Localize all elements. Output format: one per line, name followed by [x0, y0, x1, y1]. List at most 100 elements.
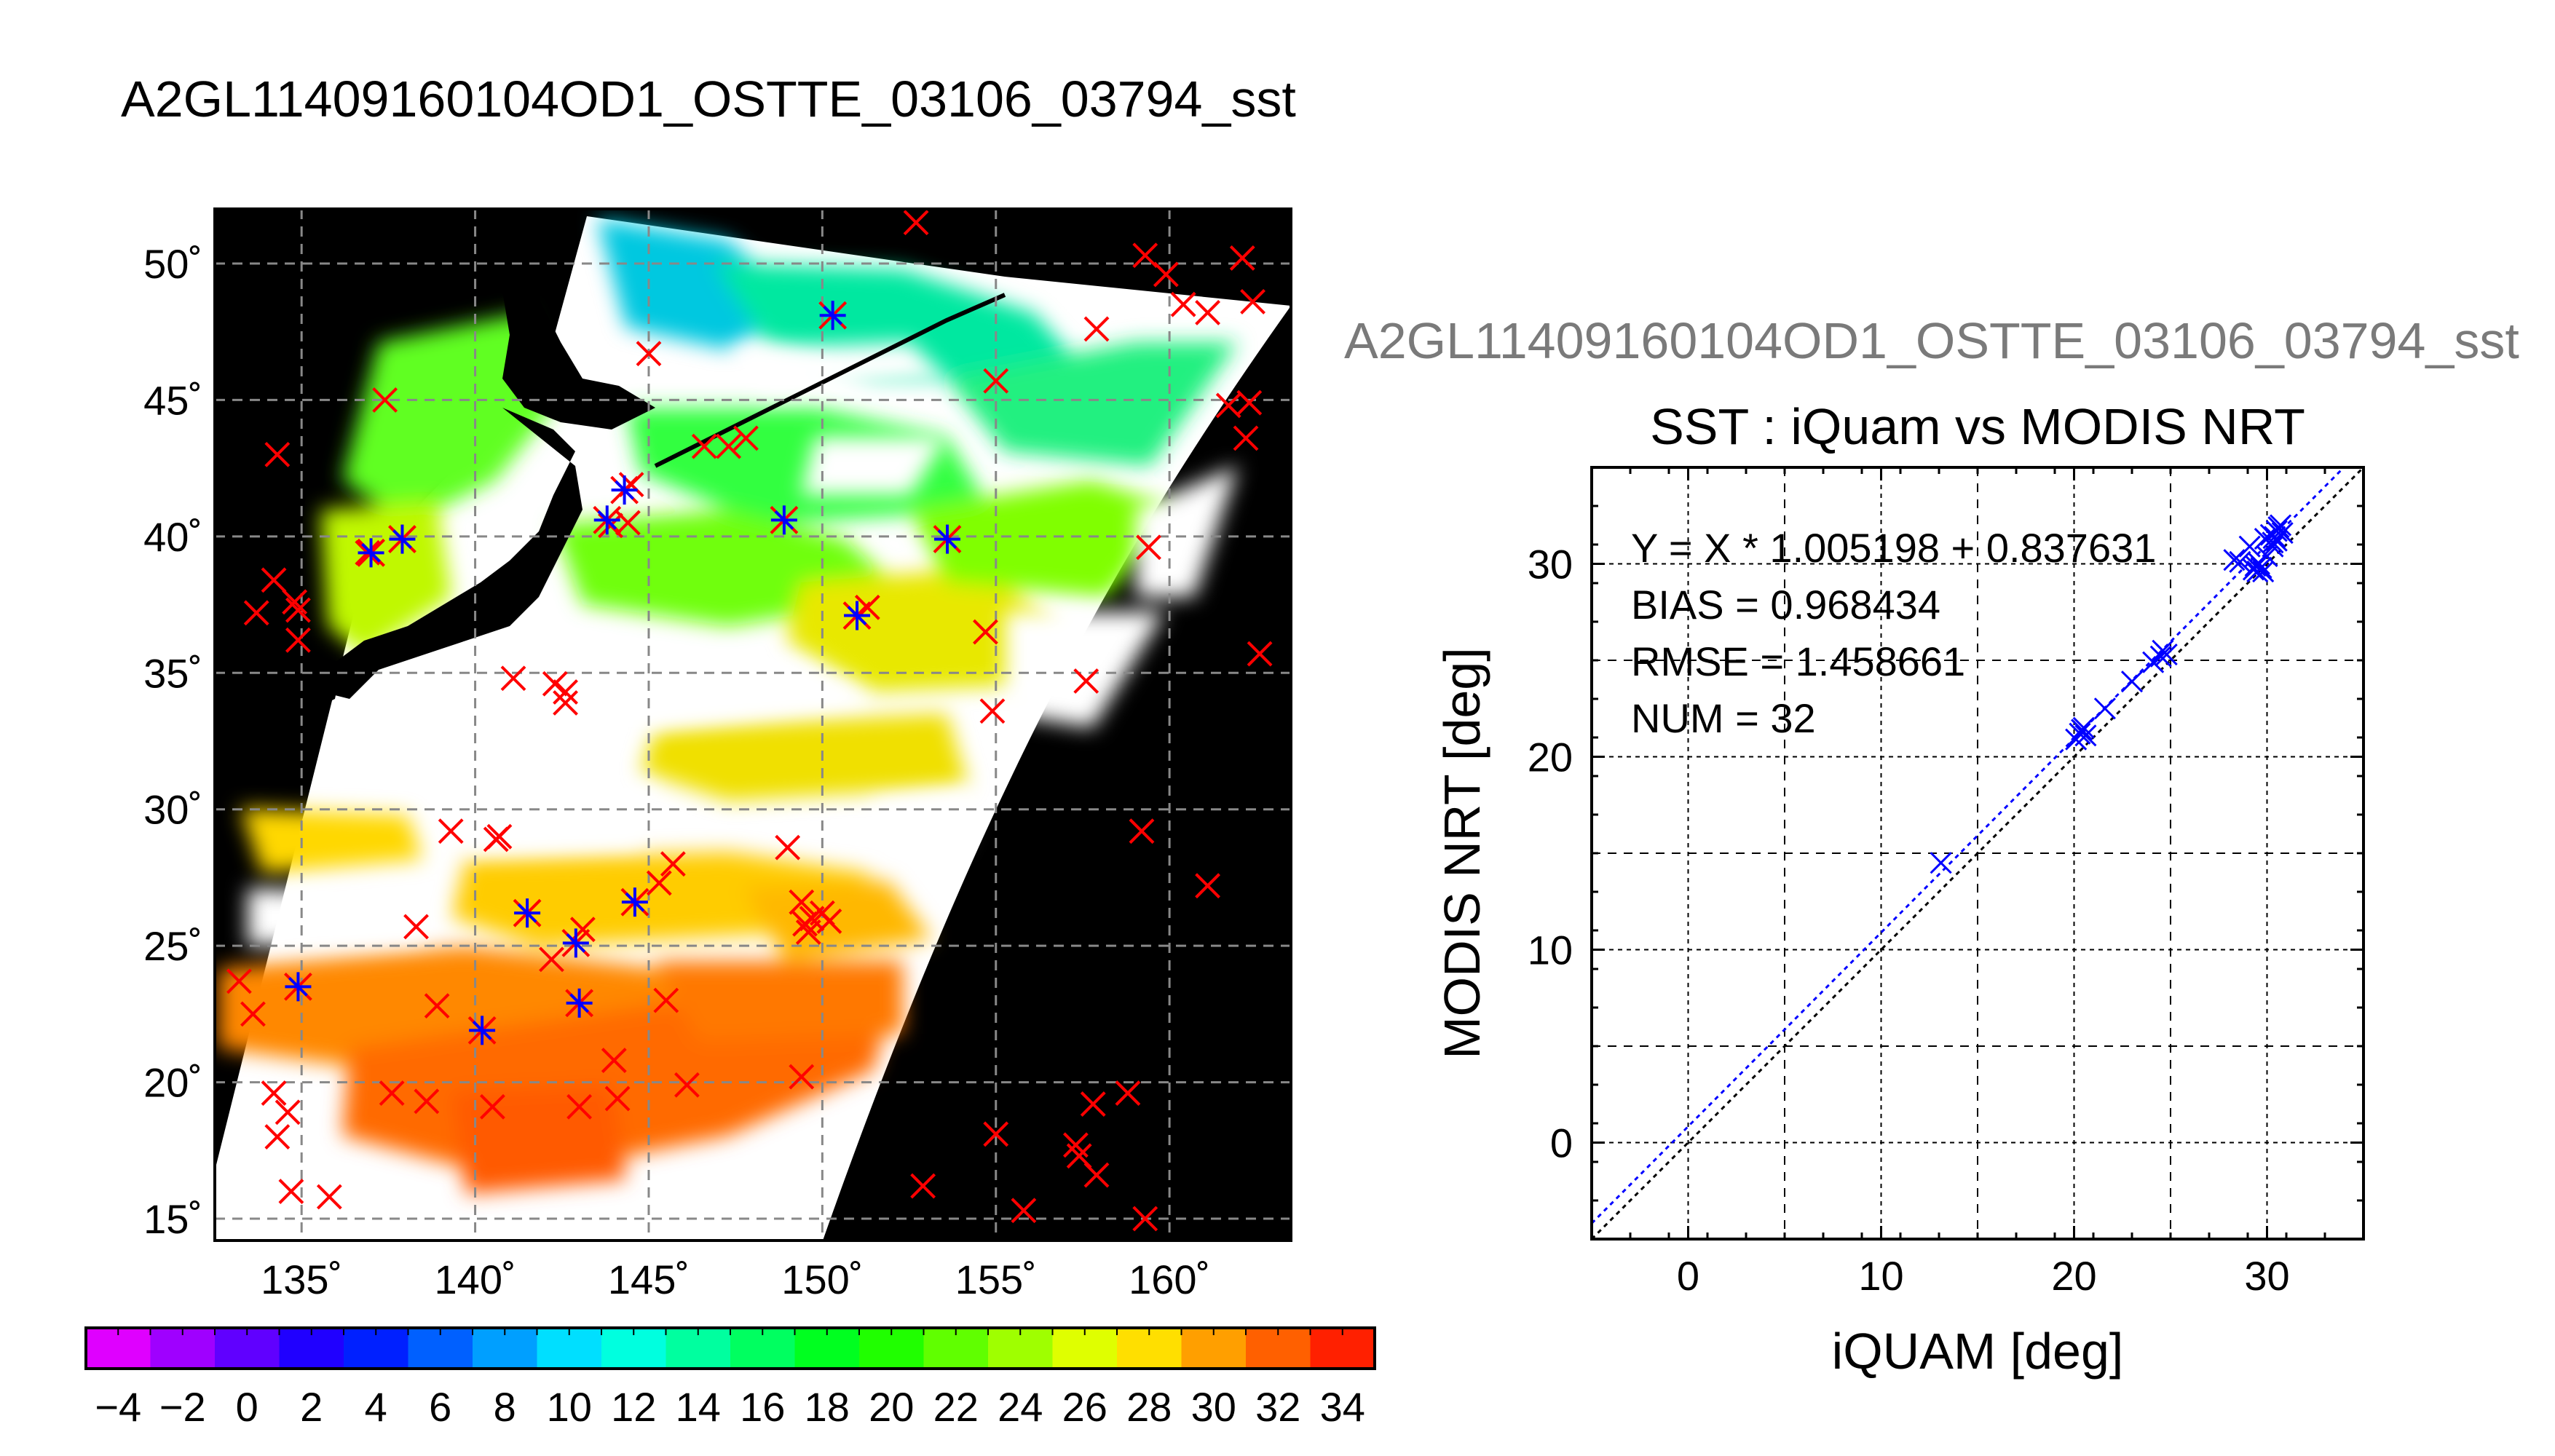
- iquam-marker: [1080, 1091, 1106, 1117]
- match-marker: [620, 887, 649, 917]
- iquam-marker: [1083, 316, 1110, 342]
- iquam-marker: [243, 600, 269, 626]
- sst-patch-pacific-mid: [786, 568, 1056, 692]
- iquam-marker: [1215, 392, 1241, 419]
- iquam-marker: [261, 1080, 287, 1106]
- y-tick-label: 10: [1528, 927, 1573, 973]
- match-marker: [357, 538, 385, 568]
- scatter-point: [2229, 550, 2251, 573]
- stats-annotation: RMSE = 1.458661: [1631, 638, 1965, 684]
- scatter-annotations: Y = X * 1.005198 + 0.837631 BIAS = 0.9684…: [1631, 525, 2156, 741]
- map-grid: [215, 209, 1291, 1241]
- iquam-marker: [424, 993, 450, 1019]
- one-to-one-line: [1592, 467, 2364, 1239]
- iquam-marker: [1240, 289, 1265, 314]
- scatter-point: [2069, 722, 2091, 745]
- iquam-marker: [500, 665, 526, 692]
- colorbar-tick-label: 20: [869, 1384, 914, 1430]
- iquam-marker: [910, 1173, 936, 1199]
- iquam-marker: [278, 1179, 304, 1204]
- cloud-g: [866, 786, 983, 852]
- y-tick-label: 0: [1550, 1120, 1573, 1166]
- iquam-marker: [674, 1072, 700, 1098]
- iquam-marker: [983, 368, 1009, 394]
- iquam-marker: [1247, 641, 1273, 667]
- iquam-marker: [240, 1001, 266, 1027]
- map-lat-tick-label: 50˚: [143, 241, 202, 287]
- colorbar-tick-label: 30: [1191, 1384, 1236, 1430]
- scatter-title: SST : iQuam vs MODIS NRT: [1650, 398, 2305, 455]
- scatter-point: [2074, 724, 2097, 747]
- iquam-marker: [653, 987, 679, 1013]
- sst-patch-south-d: [743, 881, 932, 961]
- map-lon-tick-label: 150˚: [781, 1257, 863, 1302]
- scatter-point: [2256, 545, 2278, 567]
- iquam-marker: [1132, 1206, 1158, 1232]
- iquam-marker: [438, 818, 464, 844]
- cloud-f: [1136, 466, 1238, 597]
- colorbar-frame: [84, 1326, 1376, 1370]
- match-marker: [610, 475, 639, 505]
- iquam-marker: [716, 433, 742, 459]
- map-lon-tick-label: 155˚: [955, 1257, 1037, 1302]
- iquam-marker: [1115, 1080, 1141, 1106]
- colorbar-tick-label: 4: [365, 1384, 387, 1430]
- iquam-marker: [282, 589, 308, 615]
- match-marker: [467, 1016, 497, 1045]
- iquam-marker: [1132, 242, 1158, 269]
- iquam-marker: [275, 1099, 301, 1125]
- iquam-marker: [486, 823, 513, 850]
- iquam-marker: [285, 597, 311, 623]
- colorbar-tick-label: 28: [1126, 1384, 1172, 1430]
- cloud-a: [801, 437, 947, 495]
- map-lon-tick-label: 145˚: [608, 1257, 690, 1302]
- scatter-point: [2093, 697, 2116, 720]
- y-tick-label: 30: [1528, 542, 1573, 587]
- iquam-marker: [1083, 1162, 1110, 1188]
- iquam-marker: [1153, 261, 1179, 288]
- iquam-marker: [403, 914, 429, 940]
- colorbar-tick-label: 18: [805, 1384, 850, 1430]
- colorbar-tick-label: 32: [1255, 1384, 1300, 1430]
- iquam-marker: [691, 433, 717, 459]
- right-title-container: A2GL11409160104OD1_OSTTE_03106_03794_sst: [1344, 312, 2555, 384]
- iquam-marker: [615, 510, 641, 536]
- iquam-marker: [604, 1085, 631, 1112]
- map-lon-tick-label: 140˚: [435, 1257, 516, 1302]
- colorbar-tick-label: 22: [933, 1384, 979, 1430]
- colorbar-tick-label: −4: [95, 1384, 141, 1430]
- scatter-point: [2149, 645, 2172, 668]
- map-lat-tick-label: 15˚: [143, 1196, 202, 1242]
- iquam-marker: [983, 1121, 1009, 1147]
- map-lat-tick-label: 30˚: [143, 787, 202, 833]
- iquam-marker: [979, 698, 1006, 724]
- cloud-e: [728, 342, 947, 393]
- x-tick-label: 10: [1858, 1253, 1903, 1299]
- map-lat-tick-label: 45˚: [143, 377, 202, 423]
- right-title: A2GL11409160104OD1_OSTTE_03106_03794_sst: [1344, 312, 2519, 369]
- land-honshu: [320, 408, 583, 699]
- iquam-marker: [646, 870, 672, 896]
- x-tick-label: 30: [2244, 1253, 2289, 1299]
- iquam-marker: [1073, 668, 1099, 694]
- match-markers: [284, 301, 962, 1045]
- iquam-marker: [1129, 818, 1155, 844]
- iquam-marker: [789, 1064, 815, 1090]
- map-lat-tick-label: 20˚: [143, 1060, 202, 1106]
- cloud-d: [248, 888, 437, 946]
- iquam-marker: [789, 889, 815, 915]
- iquam-marker: [372, 387, 398, 413]
- iquam-marker: [1195, 873, 1220, 899]
- sst-patch-south-a: [641, 713, 968, 801]
- stats-annotation: BIAS = 0.968434: [1631, 582, 1940, 628]
- iquam-marker: [1236, 389, 1263, 416]
- iquam-marker: [264, 441, 291, 467]
- iquam-marker: [660, 851, 686, 877]
- stats-annotation: Y = X * 1.005198 + 0.837631: [1631, 525, 2156, 571]
- iquam-marker: [379, 1080, 405, 1106]
- swath-gap: [654, 293, 1006, 468]
- iquam-marker: [601, 1048, 627, 1074]
- colorbar-tick-label: −2: [159, 1384, 206, 1430]
- iquam-marker: [226, 968, 252, 994]
